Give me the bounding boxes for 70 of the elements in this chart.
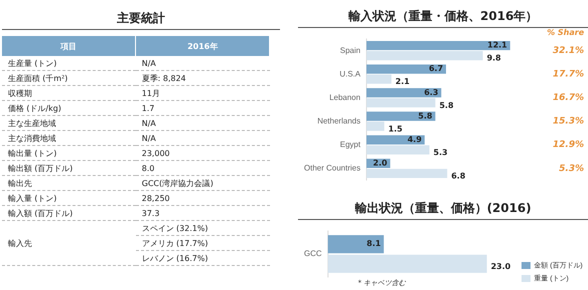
chart-title: 輸入状況（重量・価格、2016年） — [298, 8, 588, 28]
data-label: 2.0 — [373, 158, 388, 168]
data-label: 1.5 — [388, 124, 403, 134]
text: 8.0 — [142, 164, 154, 172]
text: 11月 — [142, 88, 160, 98]
category-label: 輸出額 (百万ドル) — [2, 160, 136, 176]
bar — [366, 40, 510, 50]
bar — [366, 122, 384, 131]
text: 15.3% — [552, 116, 584, 127]
category-label: 価格 (ドル/kg) — [2, 100, 136, 116]
text: 夏季: 8,824 — [142, 74, 186, 82]
text: 17.7% — [552, 69, 584, 80]
data-label: 6.7 — [428, 64, 444, 74]
bar — [366, 112, 436, 121]
y-tick-label: GCC — [304, 249, 322, 258]
data-label: 4.9 — [407, 134, 422, 144]
text: スペイン (32.1%) — [142, 224, 208, 232]
text: レバノン (16.7%) — [142, 254, 208, 262]
y-tick-label: Lebanon — [329, 92, 360, 102]
category-label: 輸入額 (百万ドル) — [2, 206, 136, 220]
text: アメリカ (17.7%) — [142, 238, 208, 248]
data-label: 5.8 — [418, 111, 433, 120]
data-label: 23.0 — [490, 262, 512, 271]
data-label: 6.3 — [424, 88, 438, 97]
category-label: 主な生産地域 — [2, 116, 136, 130]
data-label: 6.8 — [451, 172, 466, 181]
chart-title: 輸出状況（重量、価格）(2016) — [298, 200, 588, 220]
text: 項目 — [2, 36, 136, 56]
category-label: 生産面積 (千m²) — [2, 70, 136, 86]
text: 16.7% — [552, 93, 584, 104]
data-label: 12.1 — [487, 40, 508, 50]
text: GCC(湾岸協力会議) — [142, 178, 214, 188]
category-label: 主な消費地域 — [2, 130, 136, 146]
bar — [366, 145, 430, 154]
y-tick-label: Other Countries — [304, 164, 360, 173]
category-label: 輸入先 — [2, 220, 136, 266]
category-label: 輸出先 — [2, 176, 136, 190]
y-tick-label: Spain — [340, 46, 360, 55]
bar — [366, 88, 442, 98]
category-label: 収穫期 — [2, 86, 136, 100]
y-tick-label: Netherlands — [317, 116, 360, 126]
text: 5.3% — [559, 164, 584, 174]
bar — [366, 50, 483, 60]
text: % Share — [546, 28, 585, 37]
y-tick-label: Egypt — [340, 140, 362, 150]
data-label: 5.3 — [433, 148, 448, 157]
bar — [366, 64, 446, 74]
text: 37.3 — [142, 208, 160, 218]
data-label: 9.8 — [486, 54, 502, 63]
text: 32.1% — [552, 46, 584, 56]
text: 1.7 — [142, 104, 154, 112]
data-label: 5.8 — [439, 100, 454, 110]
text: N/A — [142, 58, 156, 68]
data-label: 2.1 — [395, 77, 410, 86]
text: 23,000 — [142, 148, 170, 158]
y-tick-label: U.S.A — [340, 69, 362, 78]
data-label: 8.1 — [366, 239, 382, 248]
bar — [366, 98, 436, 108]
text: 28,250 — [142, 194, 170, 202]
text: N/A — [142, 134, 156, 142]
text: N/A — [142, 118, 156, 128]
text: 12.9% — [552, 140, 584, 150]
category-label: 輸出量 (トン) — [2, 146, 136, 160]
text: 2016年 — [136, 36, 270, 56]
category-label: 生産量 (トン) — [2, 56, 136, 70]
bar — [366, 74, 392, 84]
bar — [366, 168, 448, 178]
category-label: 輸入量 (トン) — [2, 190, 136, 206]
text: 主要統計 — [2, 10, 280, 30]
bar — [366, 135, 425, 144]
